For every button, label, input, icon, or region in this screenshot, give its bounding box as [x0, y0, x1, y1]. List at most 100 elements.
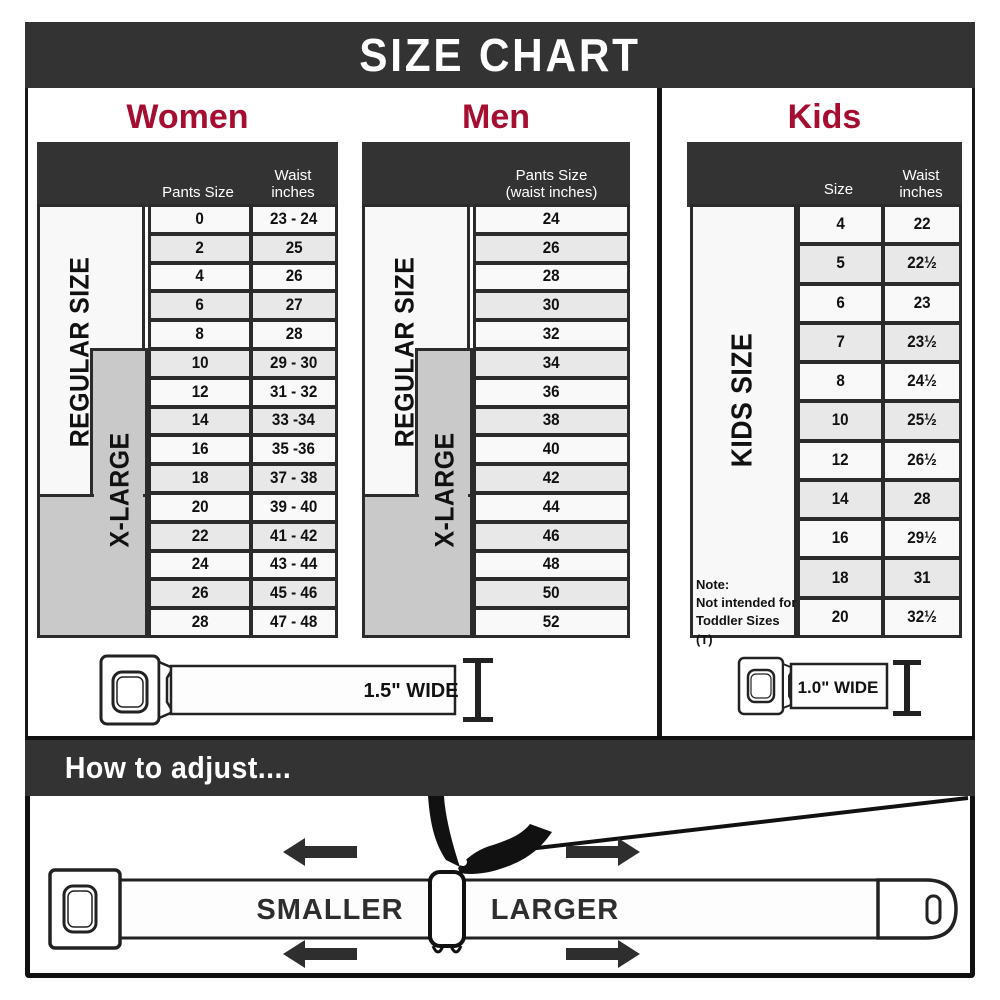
smaller-label: SMALLER — [256, 894, 403, 926]
hand-arm-line — [484, 796, 969, 856]
women-table-row: 14 33 -34 — [151, 408, 335, 434]
men-table-row: 30 — [476, 293, 627, 319]
kids-size-cell: 14 — [800, 481, 882, 518]
men-table-row: 38 — [476, 408, 627, 434]
women-waist-cell: 23 - 24 — [252, 207, 335, 232]
men-table-row: 42 — [476, 466, 627, 491]
women-table-row: 26 45 - 46 — [151, 581, 335, 607]
women-pants-size-cell: 10 — [151, 350, 249, 376]
men-waist-size-cell: 24 — [476, 207, 627, 232]
women-regular-size-label: REGULAR SIZE — [64, 256, 95, 448]
adjust-belt-illustration: SMALLER LARGER — [48, 796, 969, 968]
women-table-row: 12 31 - 32 — [151, 379, 335, 405]
women-waist-cell: 39 - 40 — [252, 494, 335, 520]
men-table-row: 32 — [476, 322, 627, 347]
women-heading: Women — [126, 98, 249, 136]
women-xlarge-label: X-LARGE — [104, 432, 135, 548]
men-waist-size-cell: 36 — [476, 379, 627, 405]
kids-waist-cell: 23½ — [885, 324, 959, 361]
men-waist-size-cell: 44 — [476, 494, 627, 520]
women-table-row: 10 29 - 30 — [151, 350, 335, 376]
women-waist-cell: 31 - 32 — [252, 379, 335, 405]
men-table-header: Pants Size (waist inches) — [362, 142, 630, 207]
women-pants-size-cell: 6 — [151, 293, 249, 319]
section-divider — [657, 88, 662, 738]
belt-strap — [169, 664, 457, 716]
women-table-row: 24 43 - 44 — [151, 552, 335, 578]
men-table-row: 44 — [476, 494, 627, 520]
men-waist-size-cell: 46 — [476, 523, 627, 549]
women-pants-size-cell: 16 — [151, 437, 249, 463]
kids-table-row: 10 25½ — [800, 403, 959, 439]
women-waist-cell: 35 -36 — [252, 437, 335, 463]
men-table-row: 48 — [476, 552, 627, 578]
women-pants-size-cell: 28 — [151, 610, 249, 635]
kids-table-row: 16 29½ — [800, 521, 959, 557]
women-waist-cell: 27 — [252, 293, 335, 319]
women-table-row: 18 37 - 38 — [151, 466, 335, 491]
kids-table-body: 4 22 5 22½ 6 23 7 23½ 8 24½ — [797, 204, 962, 638]
men-waist-size-cell: 48 — [476, 552, 627, 578]
women-xlarge-box-lower — [37, 494, 148, 638]
women-table-row: 16 35 -36 — [151, 437, 335, 463]
women-waist-header: Waist inches — [271, 166, 315, 202]
kids-waist-cell: 28 — [885, 481, 959, 518]
smaller-arrows-icon — [283, 838, 357, 968]
title-bar: SIZE CHART — [25, 22, 975, 88]
men-heading: Men — [462, 98, 530, 136]
kids-waist-cell: 32½ — [885, 599, 959, 635]
kids-size-cell: 18 — [800, 560, 882, 596]
adult-belt-width-label: 1.5" WIDE — [363, 680, 458, 702]
women-pants-size-header: Pants Size — [162, 184, 234, 202]
kids-size-cell: 20 — [800, 599, 882, 635]
men-xlarge-box-lower — [362, 494, 473, 638]
women-table-row: 6 27 — [151, 293, 335, 319]
men-table-row: 34 — [476, 350, 627, 376]
men-table-row: 28 — [476, 264, 627, 290]
men-waist-size-cell: 28 — [476, 264, 627, 290]
men-table-row: 26 — [476, 235, 627, 261]
women-waist-cell: 37 - 38 — [252, 466, 335, 491]
men-xlarge-label: X-LARGE — [429, 432, 460, 548]
men-waist-size-cell: 50 — [476, 581, 627, 607]
kids-table-row: 5 22½ — [800, 246, 959, 282]
men-table-row: 50 — [476, 581, 627, 607]
kids-belt-width-label: 1.0" WIDE — [798, 678, 879, 697]
kids-size-cell: 10 — [800, 403, 882, 439]
kids-size-cell: 16 — [800, 521, 882, 557]
men-waist-size-cell: 34 — [476, 350, 627, 376]
kids-size-cell: 8 — [800, 364, 882, 400]
kids-size-cell: 12 — [800, 442, 882, 478]
kids-table-row: 18 31 — [800, 560, 959, 596]
women-table-row: 20 39 - 40 — [151, 494, 335, 520]
kids-table-header: Size Waist inches — [687, 142, 962, 207]
kids-waist-cell: 24½ — [885, 364, 959, 400]
kids-waist-cell: 26½ — [885, 442, 959, 478]
men-table-row: 52 — [476, 610, 627, 635]
women-pants-size-cell: 2 — [151, 235, 249, 261]
how-to-adjust-panel: SMALLER LARGER — [25, 796, 975, 978]
kids-table-row: 20 32½ — [800, 599, 959, 635]
women-xlarge-box-upper — [90, 348, 148, 500]
women-table-row: 22 41 - 42 — [151, 523, 335, 549]
kids-heading: Kids — [787, 98, 862, 136]
women-table-row: 28 47 - 48 — [151, 610, 335, 635]
kids-size-cell: 5 — [800, 246, 882, 282]
women-table-row: 8 28 — [151, 322, 335, 347]
kids-waist-cell: 22½ — [885, 246, 959, 282]
women-pants-size-cell: 24 — [151, 552, 249, 578]
how-to-adjust-heading: How to adjust.... — [64, 750, 292, 785]
men-pants-size-header: Pants Size (waist inches) — [505, 166, 598, 202]
women-pants-size-cell: 14 — [151, 408, 249, 434]
adult-belt-illustration: 1.5" WIDE — [99, 654, 493, 726]
page-title: SIZE CHART — [359, 29, 641, 81]
men-regular-size-label: REGULAR SIZE — [389, 256, 420, 448]
women-waist-cell: 29 - 30 — [252, 350, 335, 376]
kids-waist-cell: 29½ — [885, 521, 959, 557]
women-waist-cell: 45 - 46 — [252, 581, 335, 607]
kids-table-row: 8 24½ — [800, 364, 959, 400]
kids-waist-cell: 22 — [885, 207, 959, 243]
women-pants-size-cell: 18 — [151, 466, 249, 491]
women-pants-size-cell: 20 — [151, 494, 249, 520]
kids-table-row: 7 23½ — [800, 324, 959, 361]
